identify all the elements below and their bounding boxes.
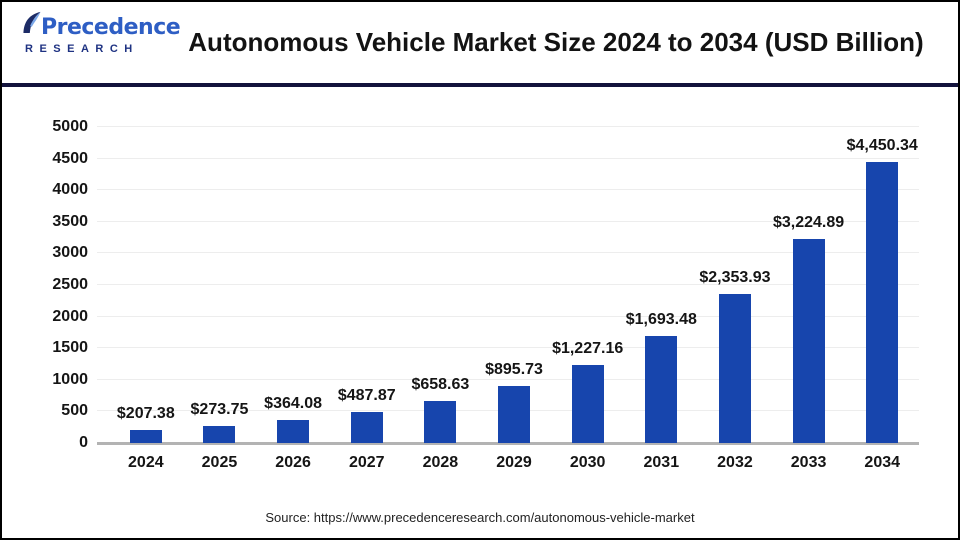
x-tick-label: 2031 — [643, 454, 680, 471]
bar-2029 — [498, 386, 531, 443]
x-tick-label: 2027 — [348, 454, 385, 471]
bar-value-label: $1,227.16 — [552, 340, 624, 358]
bar-2028 — [424, 401, 457, 443]
bar-value-label: $2,353.93 — [699, 269, 771, 287]
bar-value-label: $895.73 — [485, 361, 543, 379]
bar-2027 — [350, 412, 383, 443]
gridline — [97, 252, 919, 254]
bar-2031 — [645, 335, 678, 443]
x-tick-label: 2029 — [496, 454, 532, 471]
bar-slot: $273.75 — [183, 127, 257, 443]
gridline — [97, 220, 919, 222]
gridline — [97, 347, 919, 349]
bars-row: $207.38 $273.75 $364.08 $487.87 $658.63 $895.… — [109, 127, 919, 443]
bar-slot: $658.63 — [404, 127, 478, 443]
y-axis: 0 500 1000 1500 2000 2500 3000 3500 4000 4500 5000 — [2, 118, 88, 451]
source-text: Source: https://www.precedenceresearch.c… — [265, 510, 695, 525]
gridline — [97, 189, 919, 191]
bar-2026 — [277, 420, 310, 443]
gridline — [97, 378, 919, 380]
y-tick-label: 3500 — [52, 212, 88, 230]
bar-slot: $364.08 — [256, 127, 330, 443]
bar-value-label: $1,693.48 — [625, 310, 697, 328]
x-axis-line — [97, 442, 919, 445]
bar-slot: $895.73 — [477, 127, 551, 443]
brand-subtitle: RESEARCH — [25, 43, 139, 55]
bar-value-label: $487.87 — [337, 387, 396, 405]
bar-value-label: $658.63 — [411, 376, 470, 394]
y-tick-label: 2000 — [52, 307, 88, 325]
y-tick-label: 5000 — [52, 118, 88, 135]
bar-value-label: $273.75 — [190, 400, 249, 418]
chart-title: Autonomous Vehicle Market Size 2024 to 2… — [188, 27, 924, 57]
y-tick-label: 0 — [79, 434, 88, 451]
x-tick-label: 2025 — [201, 454, 238, 471]
bar-2034 — [866, 161, 899, 443]
precedence-logo: Precedence RESEARCH — [22, 11, 181, 55]
y-tick-label: 3000 — [52, 244, 88, 262]
plot-area: $207.38 $273.75 $364.08 $487.87 $658.63 $895.… — [97, 126, 919, 445]
bar-value-label: $3,224.89 — [772, 214, 845, 232]
bar-value-label: $207.38 — [116, 404, 175, 422]
bar-2032 — [718, 294, 751, 443]
bar-slot: $2,353.93 — [698, 127, 772, 443]
x-axis: 2024 2025 2026 2027 2028 2029 2030 2031 2032 2033… — [109, 454, 919, 472]
x-tick-label: 2030 — [569, 454, 606, 471]
bar-2025 — [203, 425, 236, 443]
bar-2033 — [792, 239, 825, 443]
header-divider — [2, 83, 958, 87]
bar-value-label: $364.08 — [264, 395, 323, 412]
y-tick-label: 4500 — [52, 149, 88, 167]
leaf-icon — [23, 11, 41, 33]
x-tick-label: 2026 — [275, 454, 311, 471]
gridline — [97, 157, 919, 159]
y-tick-label: 1500 — [52, 339, 88, 357]
bar-2030 — [571, 365, 604, 443]
x-tick-label: 2034 — [864, 454, 901, 471]
y-tick-label: 2500 — [52, 276, 88, 293]
bar-value-label: $4,450.34 — [846, 136, 918, 154]
bar-slot: $3,224.89 — [772, 127, 846, 443]
brand-name: Precedence — [41, 15, 181, 40]
gridline — [97, 284, 919, 285]
bar-slot: $4,450.34 — [845, 127, 919, 443]
x-tick-label: 2032 — [717, 454, 753, 471]
x-tick-label: 2033 — [790, 454, 827, 471]
bar-slot: $487.87 — [330, 127, 404, 443]
header: Precedence RESEARCH Autonomous Vehicle M… — [2, 2, 958, 83]
x-tick-label: 2028 — [422, 454, 459, 471]
bar-slot: $1,693.48 — [624, 127, 698, 443]
bar-slot: $207.38 — [109, 127, 183, 443]
gridline — [97, 126, 919, 127]
bar-2024 — [129, 429, 162, 443]
bar-slot: $1,227.16 — [551, 127, 625, 443]
y-tick-label: 4000 — [52, 181, 88, 199]
y-tick-label: 1000 — [52, 370, 88, 388]
x-tick-label: 2024 — [128, 454, 164, 471]
gridline — [97, 315, 919, 317]
y-tick-label: 500 — [61, 402, 88, 420]
